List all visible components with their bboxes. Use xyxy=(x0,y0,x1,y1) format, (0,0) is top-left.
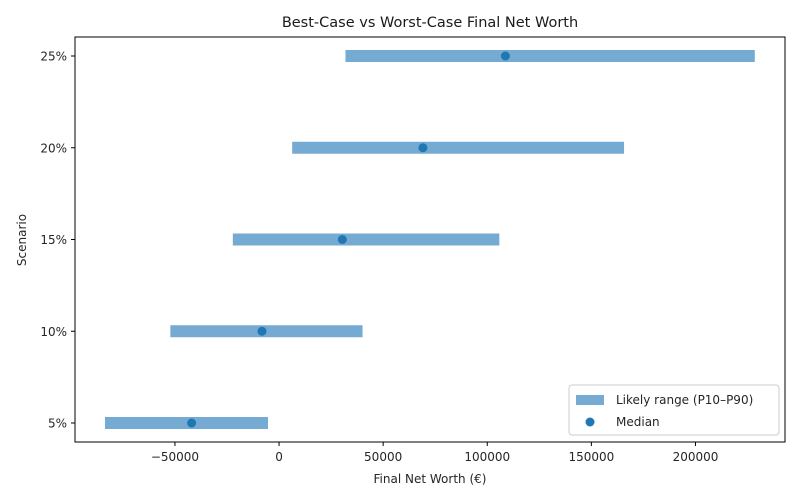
median-point xyxy=(418,143,428,153)
range-bar xyxy=(104,417,269,429)
y-axis-label: Scenario xyxy=(15,214,29,266)
median-point xyxy=(337,235,347,244)
x-tick-label: 150000 xyxy=(568,450,614,464)
range-bar xyxy=(232,233,500,246)
plot-area xyxy=(104,50,755,429)
y-tick-label: 25% xyxy=(40,50,67,64)
y-tick-label: 10% xyxy=(40,325,67,339)
x-tick-label: 200000 xyxy=(673,450,719,464)
x-tick-label: −50000 xyxy=(151,450,199,464)
x-tick-label: 0 xyxy=(275,450,283,464)
y-tick-label: 15% xyxy=(40,233,67,247)
median-point xyxy=(500,51,510,61)
range-bar xyxy=(345,50,755,62)
x-axis: −50000 0 50000 100000 150000 200000 xyxy=(151,442,719,464)
range-bar xyxy=(292,141,625,154)
median-point xyxy=(257,326,267,336)
legend-box xyxy=(568,384,780,436)
chart-title: Best-Case vs Worst-Case Final Net Worth xyxy=(282,15,578,31)
legend-range-label: Likely range (P10–P90) xyxy=(616,393,753,407)
legend-range-swatch-icon xyxy=(576,395,604,405)
legend-median-label: Median xyxy=(616,415,660,429)
x-axis-label: Final Net Worth (€) xyxy=(374,472,487,486)
y-tick-label: 5% xyxy=(48,417,67,431)
x-tick-label: 100000 xyxy=(464,450,510,464)
y-axis: 5% 10% 15% 20% 25% xyxy=(40,50,75,431)
legend: Likely range (P10–P90) Median xyxy=(568,384,780,436)
y-tick-label: 20% xyxy=(40,141,67,155)
x-tick-label: 50000 xyxy=(364,450,402,464)
median-point xyxy=(187,418,197,428)
legend-median-dot-icon xyxy=(585,417,595,427)
